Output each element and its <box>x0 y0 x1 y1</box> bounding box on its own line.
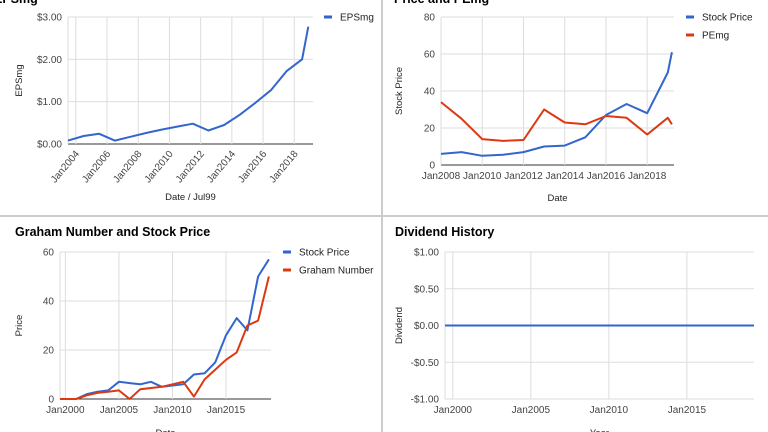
x-axis-title: Date <box>155 428 175 432</box>
y-tick-label: $3.00 <box>37 13 62 24</box>
y-tick-label: 0 <box>429 161 435 172</box>
y-tick-label: $0.00 <box>414 321 439 332</box>
x-tick-label: Jan2012 <box>504 171 543 182</box>
y-tick-label: -$0.50 <box>411 358 440 369</box>
x-axis-title: Year <box>590 428 609 432</box>
graham-chart: 0 20 40 60 Jan2000 Jan2005 Jan2010 Jan2015 Stock… <box>14 225 374 432</box>
x-tick-label: Jan2005 <box>100 405 139 416</box>
x-tick-label: Jan2000 <box>434 405 473 416</box>
x-axis-title: Date / Jul99 <box>165 192 216 203</box>
x-tick-label: Jan2010 <box>153 405 192 416</box>
x-tick-label: Jan2008 <box>422 171 461 182</box>
series-line-1 <box>440 101 673 142</box>
x-tick-label: Jan2016 <box>236 149 269 186</box>
legend-label: Graham Number <box>299 266 374 277</box>
x-tick-label: Jan2014 <box>546 171 585 182</box>
y-axis-title: EPSmg <box>14 64 25 96</box>
dividend-chart: -$1.00 -$0.50 $0.00 $0.50 $1.00 Jan2000 Jan200… <box>394 225 754 432</box>
y-tick-label: $2.00 <box>37 55 62 66</box>
y-tick-label: 60 <box>43 248 55 259</box>
x-tick-label: Jan2018 <box>267 149 300 186</box>
eps-chart-panel: $0.00 $1.00 $2.00 $3.00 Jan2004 Jan2006 Jan200… <box>0 0 381 215</box>
y-axis-title: Stock Price <box>394 67 405 115</box>
x-tick-label: Jan2010 <box>590 405 629 416</box>
dividend-chart-panel: -$1.00 -$0.50 $0.00 $0.50 $1.00 Jan2000 Jan200… <box>384 217 768 432</box>
graham-chart-panel: 0 20 40 60 Jan2000 Jan2005 Jan2010 Jan2015 Stock… <box>0 217 381 432</box>
chart-title: Graham Number and Stock Price <box>15 225 210 239</box>
x-tick-label: Jan2015 <box>207 405 246 416</box>
legend-label: Stock Price <box>702 13 753 24</box>
x-tick-label: Jan2000 <box>46 405 85 416</box>
y-tick-label: 0 <box>48 395 54 406</box>
y-tick-label: 20 <box>43 346 55 357</box>
y-tick-label: 40 <box>424 87 436 98</box>
y-axis-title: Price <box>14 315 25 337</box>
y-tick-label: 20 <box>424 124 436 135</box>
y-tick-label: 40 <box>43 297 55 308</box>
series-line-0 <box>440 52 673 157</box>
x-tick-label: Jan2015 <box>668 405 707 416</box>
y-tick-label: -$1.00 <box>411 395 440 406</box>
x-tick-label: Jan2016 <box>587 171 626 182</box>
x-tick-label: Jan2006 <box>80 149 113 186</box>
series-line-0 <box>60 258 270 400</box>
series-line-1 <box>60 276 270 400</box>
price-pe-chart-panel: 0 20 40 60 80 Jan2008 Jan2010 Jan2012 Jan2014 Jan… <box>384 0 768 215</box>
x-axis-title: Date <box>547 193 567 204</box>
eps-chart: $0.00 $1.00 $2.00 $3.00 Jan2004Jan2006Jan200… <box>0 0 374 203</box>
y-tick-label: $1.00 <box>37 97 62 108</box>
x-tick-label: Jan2008 <box>111 149 144 186</box>
legend-label: PEmg <box>702 31 729 42</box>
y-tick-label: 60 <box>424 50 436 61</box>
chart-title: Price and PEmg <box>394 0 489 6</box>
chart-title: EPSmg <box>0 0 38 6</box>
series-line-0 <box>67 26 310 142</box>
x-tick-label: Jan2005 <box>512 405 551 416</box>
x-tick-label: Jan2004 <box>49 149 82 186</box>
chart-title: Dividend History <box>395 225 494 239</box>
x-tick-label: Jan2010 <box>463 171 502 182</box>
x-tick-label: Jan2012 <box>174 149 207 186</box>
y-axis-title: Dividend <box>394 307 405 344</box>
y-tick-label: $0.50 <box>414 284 439 295</box>
x-tick-label: Jan2010 <box>143 149 176 186</box>
legend-label: Stock Price <box>299 248 350 259</box>
x-tick-label: Jan2018 <box>628 171 667 182</box>
horizontal-divider <box>0 215 768 217</box>
legend-label: EPSmg <box>340 13 374 24</box>
x-tick-label: Jan2014 <box>205 149 238 186</box>
y-tick-label: $1.00 <box>414 248 439 259</box>
y-tick-label: 80 <box>424 13 436 24</box>
y-tick-label: $0.00 <box>37 140 62 151</box>
